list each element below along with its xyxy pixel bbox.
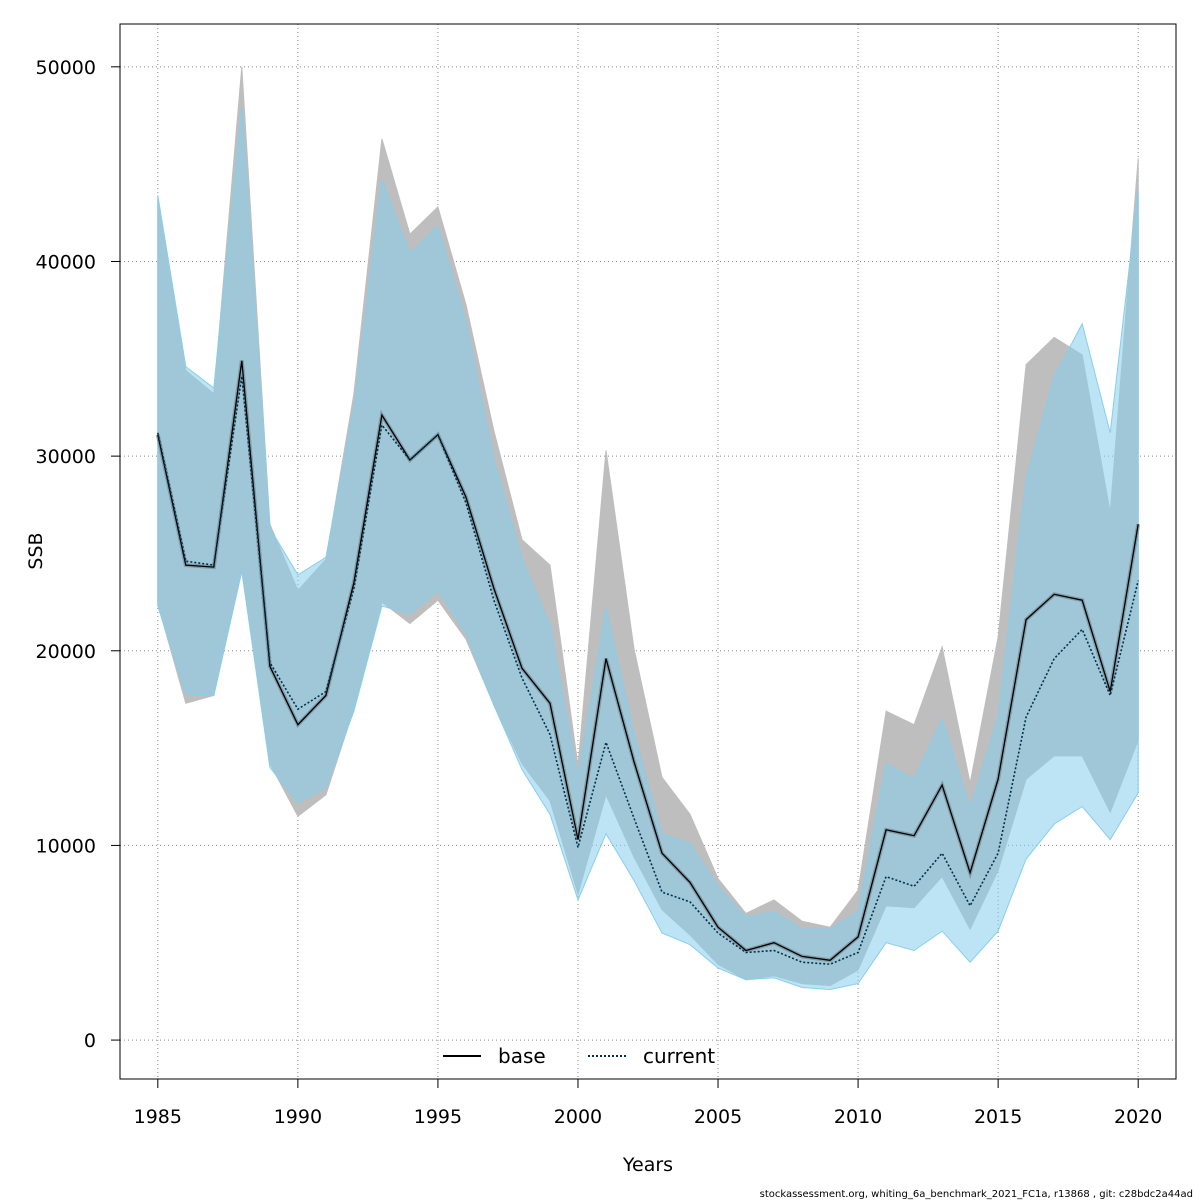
y-tick-label: 20000 [36,641,96,663]
y-axis-title: SSB [25,532,47,569]
x-tick-label: 1995 [414,1106,462,1128]
x-tick-label: 2015 [974,1106,1022,1128]
legend: base current [443,1044,715,1068]
footer-note: stockassessment.org, whiting_6a_benchmar… [760,1189,1193,1200]
y-tick-label: 30000 [36,446,96,468]
x-tick-label: 1985 [134,1106,182,1128]
y-axis: 0 10000 20000 30000 40000 50000 [36,57,120,1052]
y-tick-label: 0 [84,1030,96,1052]
x-tick-label: 2005 [694,1106,742,1128]
y-tick-label: 10000 [36,835,96,857]
y-tick-label: 50000 [36,57,96,79]
x-axis-title: Years [622,1154,673,1176]
line-base [157,360,1139,961]
plot-frame [119,23,1177,1080]
x-tick-label: 2000 [554,1106,602,1128]
legend-label-base: base [498,1044,546,1068]
line-current [157,376,1139,966]
band-current [157,107,1139,991]
confidence-bands [157,66,1139,991]
series-lines [155,360,1141,966]
x-tick-label: 2010 [834,1106,882,1128]
x-tick-label: 1990 [274,1106,322,1128]
x-axis: 1985 1990 1995 2000 2005 2010 2015 2020 [134,1079,1162,1128]
legend-label-current: current [643,1044,715,1068]
x-tick-label: 2020 [1114,1106,1162,1128]
y-tick-label: 40000 [36,251,96,273]
